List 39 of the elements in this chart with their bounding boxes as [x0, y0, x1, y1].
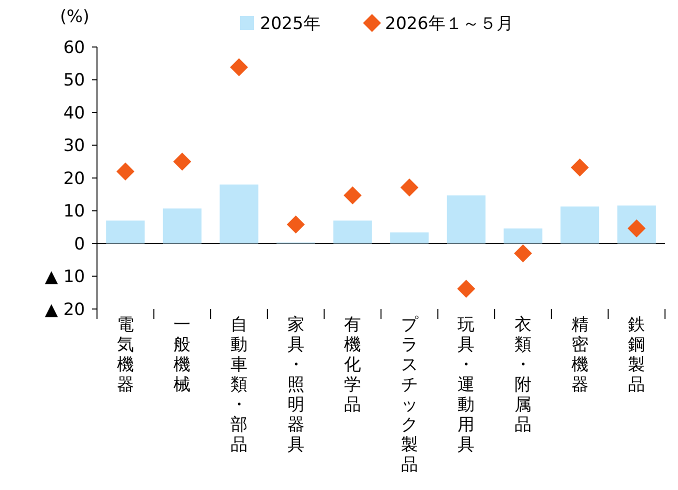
- legend-label: 2026年１～５月: [385, 14, 514, 34]
- point: [116, 162, 134, 180]
- bar: [106, 220, 145, 244]
- bar: [390, 232, 429, 244]
- point: [230, 58, 248, 76]
- y-tick-label: 0: [74, 234, 85, 254]
- bar: [504, 228, 542, 244]
- point: [400, 178, 418, 196]
- x-tick-label: 有機化学品: [344, 315, 362, 415]
- x-tick-label: プラスチック製品: [400, 315, 419, 475]
- bar: [446, 195, 486, 244]
- x-tick-label: 自動車類・部品: [230, 315, 248, 455]
- y-tick-label: ▲ 10: [44, 267, 85, 288]
- bar: [162, 208, 202, 244]
- y-tick-label: 40: [63, 103, 85, 124]
- x-tick-label: 衣類・附属品: [514, 315, 532, 435]
- x-tick-label: 玩具・運動用具: [458, 315, 475, 455]
- point: [457, 280, 476, 298]
- point: [570, 158, 589, 177]
- y-axis-title: (%): [60, 7, 90, 27]
- bar: [333, 220, 372, 244]
- y-tick-label: 30: [63, 136, 85, 156]
- point: [344, 186, 362, 204]
- x-tick-label: 家具・照明器具: [287, 315, 304, 455]
- y-tick-label: 20: [63, 168, 85, 189]
- point: [514, 244, 532, 262]
- bar: [220, 184, 258, 244]
- y-tick-label: 60: [63, 38, 85, 58]
- bar: [560, 206, 600, 244]
- legend-label: 2025年: [260, 14, 320, 34]
- x-tick-label: 鉄鋼製品: [628, 315, 646, 395]
- y-tick-label: 10: [63, 202, 85, 222]
- x-tick-label: 一般機械: [174, 315, 191, 395]
- point: [286, 216, 305, 234]
- x-tick-label: 電気機器: [116, 315, 134, 395]
- y-tick-label: 50: [63, 70, 85, 91]
- y-tick-label: ▲ 20: [44, 300, 85, 320]
- x-tick-label: 精密機器: [571, 315, 588, 395]
- point: [173, 152, 192, 171]
